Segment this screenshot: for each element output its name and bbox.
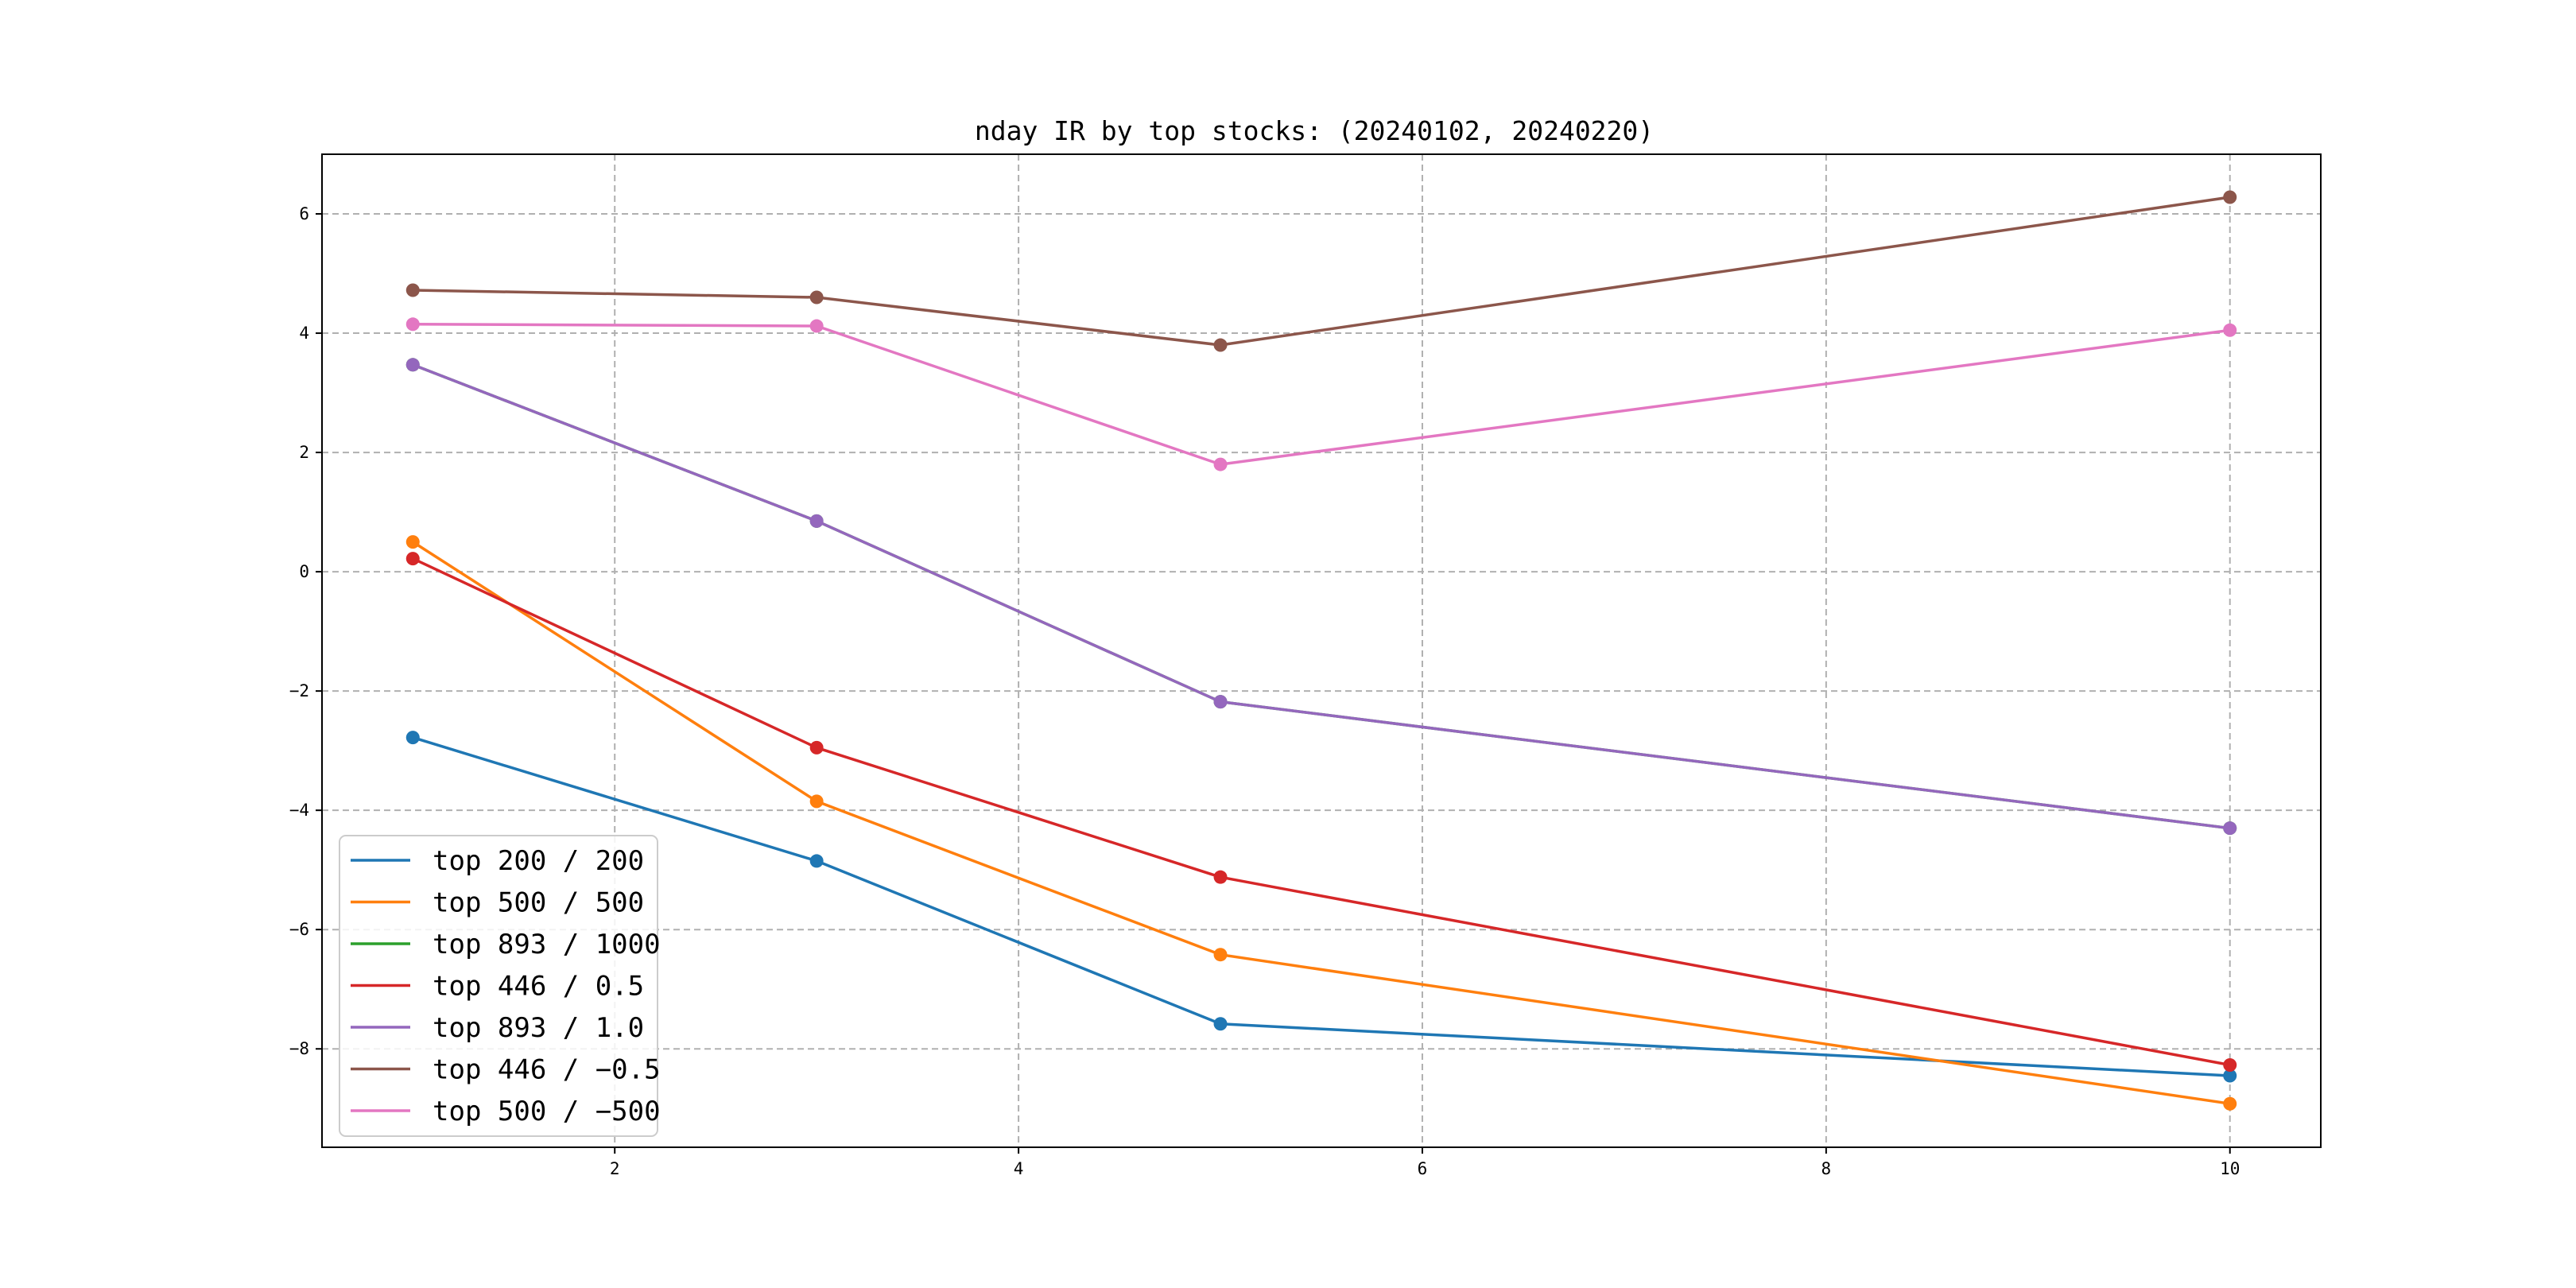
series-line — [412, 541, 2230, 1105]
series-line — [413, 196, 2230, 347]
series-line — [412, 735, 2230, 1077]
data-point — [809, 794, 824, 809]
data-point — [405, 535, 420, 549]
data-point — [809, 514, 824, 528]
data-point — [809, 290, 824, 305]
data-point — [2223, 821, 2237, 836]
data-point — [809, 319, 824, 333]
y-tick-label: 2 — [299, 443, 309, 462]
y-tick-label: 6 — [299, 204, 309, 223]
data-point — [405, 731, 420, 745]
y-tick-label: 4 — [299, 324, 309, 343]
series-line — [412, 363, 2230, 830]
data-point — [1213, 695, 1228, 709]
legend: top 200 / 200 top 500 / 500 top 893 / 1000… — [339, 835, 661, 1137]
data-point — [2223, 1096, 2237, 1111]
legend-label: top 500 / −500 — [433, 1096, 661, 1127]
x-tick-label: 10 — [2220, 1159, 2240, 1178]
legend-label: top 446 / 0.5 — [433, 971, 644, 1003]
series-line — [413, 323, 2230, 466]
y-tick-label: −4 — [289, 801, 309, 820]
data-point — [1213, 1017, 1228, 1031]
legend-label: top 446 / −0.5 — [433, 1054, 661, 1086]
legend-box — [339, 835, 658, 1137]
data-point — [2223, 190, 2237, 204]
legend-label: top 893 / 1.0 — [433, 1012, 644, 1044]
data-point — [1213, 338, 1228, 352]
data-point — [2223, 1069, 2237, 1083]
x-tick-label: 8 — [1821, 1159, 1832, 1178]
y-tick-label: −6 — [289, 920, 309, 939]
y-tick-label: −8 — [289, 1039, 309, 1058]
series-lines — [405, 190, 2237, 1111]
data-point — [1213, 870, 1228, 884]
data-point — [405, 552, 420, 566]
chart-title: nday IR by top stocks: (20240102, 202402… — [975, 115, 1654, 146]
data-point — [2223, 323, 2237, 337]
legend-label: top 200 / 200 — [433, 845, 644, 877]
legend-label: top 893 / 1000 — [433, 929, 661, 960]
data-point — [405, 358, 420, 372]
data-point — [405, 317, 420, 332]
series-line — [412, 557, 2231, 1067]
x-tick-label: 2 — [610, 1159, 620, 1178]
data-point — [2223, 1057, 2237, 1072]
x-tick-label: 6 — [1418, 1159, 1428, 1178]
plot-area-frame — [321, 153, 2322, 1148]
x-tick-label: 4 — [1014, 1159, 1024, 1178]
axes: 2 4 6 8 10 6 4 2 0 −2 −4 −6 −8 — [289, 204, 2240, 1178]
data-point — [405, 283, 420, 297]
data-point — [1213, 948, 1228, 962]
data-point — [809, 854, 824, 868]
y-tick-label: 0 — [299, 562, 309, 581]
data-point — [1213, 457, 1228, 471]
y-tick-label: −2 — [289, 681, 309, 700]
legend-label: top 500 / 500 — [433, 887, 644, 919]
data-point — [809, 740, 824, 755]
